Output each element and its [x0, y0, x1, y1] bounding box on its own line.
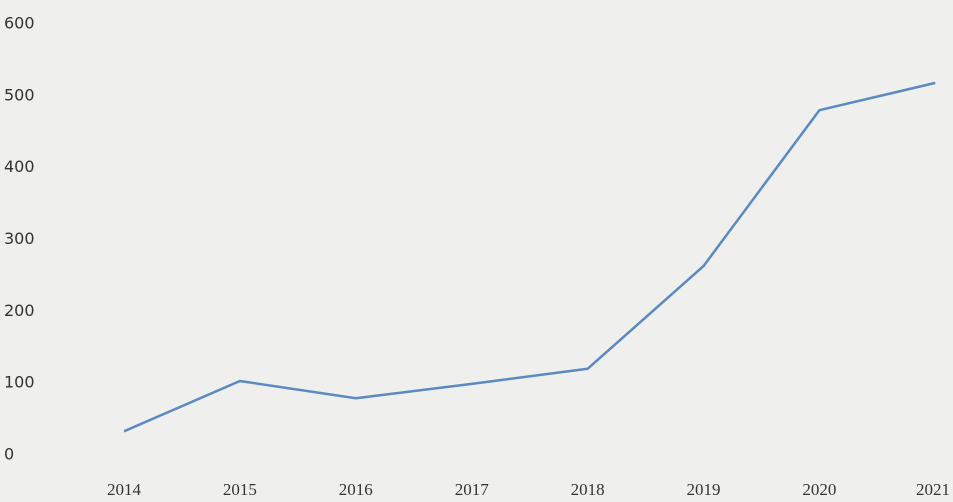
y-tick-label: 500: [4, 85, 35, 104]
x-tick-label: 2020: [802, 480, 836, 499]
x-tick-label: 2017: [455, 480, 490, 499]
x-tick-label: 2019: [687, 480, 721, 499]
x-tick-label: 2016: [339, 480, 373, 499]
line-series: [123, 81, 936, 433]
x-tick-label: 2021: [916, 480, 950, 499]
x-tick-label: 2015: [223, 480, 257, 499]
y-tick-label: 200: [4, 301, 35, 320]
y-tick-label: 0: [4, 445, 14, 464]
y-tick-label: 300: [4, 229, 35, 248]
y-tick-label: 600: [4, 14, 35, 33]
x-tick-label: 2018: [571, 480, 605, 499]
x-tick-label: 2014: [107, 480, 142, 499]
y-tick-label: 100: [4, 373, 35, 392]
y-tick-label: 400: [4, 157, 35, 176]
